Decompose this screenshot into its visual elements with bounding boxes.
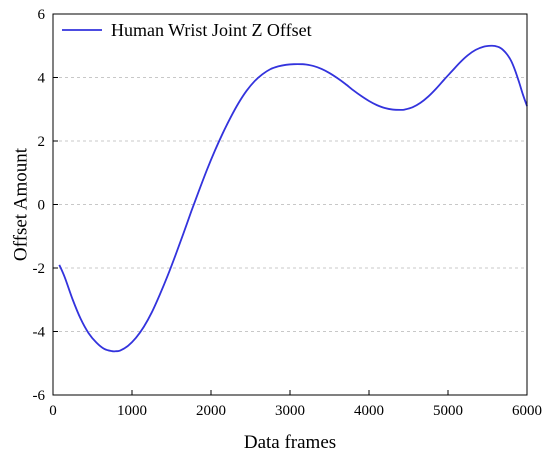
x-axis-title: Data frames: [244, 432, 336, 453]
x-tick-label: 5000: [433, 403, 463, 419]
tick-labels: 0 1000 2000 3000 4000 5000 6000 -6 -4 -2 0 2 4 6: [33, 7, 543, 419]
y-tick-label: 0: [38, 198, 46, 214]
x-tick-label: 1000: [117, 403, 147, 419]
y-tick-label: 4: [38, 71, 46, 87]
legend-label: Human Wrist Joint Z Offset: [111, 20, 312, 40]
axis-ticks: [52, 13, 528, 396]
x-tick-label: 6000: [512, 403, 542, 419]
y-tick-label: -4: [33, 325, 46, 341]
series-line-wrist-z-offset: [58, 44, 528, 353]
x-tick-label: 2000: [196, 403, 226, 419]
x-tick-label: 4000: [354, 403, 384, 419]
y-tick-label: -2: [33, 261, 46, 277]
x-tick-label: 3000: [275, 403, 305, 419]
y-tick-label: -6: [33, 388, 46, 404]
gridlines: [53, 77, 527, 332]
y-tick-label: 6: [38, 7, 46, 23]
legend: Human Wrist Joint Z Offset: [62, 20, 312, 40]
y-tick-label: 2: [38, 134, 46, 150]
x-tick-label: 0: [49, 403, 57, 419]
y-axis-title: Offset Amount: [10, 147, 31, 261]
